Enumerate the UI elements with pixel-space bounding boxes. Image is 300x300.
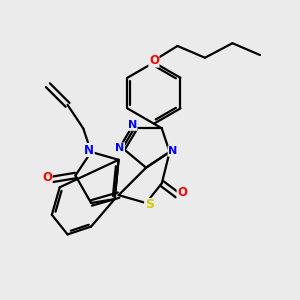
Text: N: N [115,143,124,153]
Text: N: N [168,146,177,156]
Text: O: O [42,171,52,184]
Text: O: O [149,54,159,67]
Text: O: O [177,186,187,199]
Text: N: N [84,143,94,157]
Text: S: S [145,199,154,212]
Text: N: N [128,120,137,130]
